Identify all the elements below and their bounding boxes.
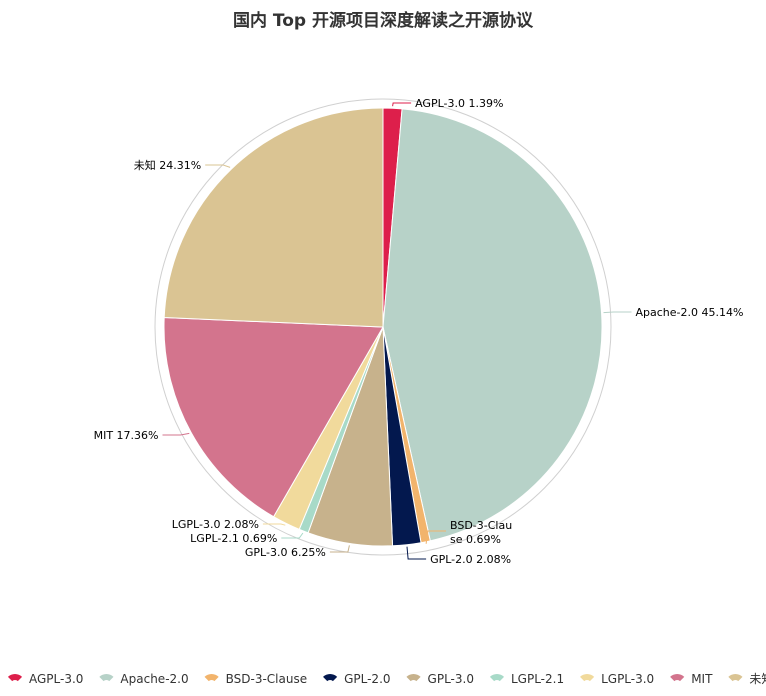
slice-label-agpl-3-0: AGPL-3.0 1.39% (415, 97, 503, 110)
legend-label-bsd-3-clause: BSD-3-Clause (226, 672, 307, 686)
slice-labels: AGPL-3.0 1.39% Apache-2.0 45.14% BSD-3-Cla… (94, 97, 744, 566)
legend-label-unknown: 未知 (749, 672, 766, 686)
slice-label-gpl-3-0: GPL-3.0 6.25% (245, 546, 326, 559)
slice-label-lgpl-2-1: LGPL-2.1 0.69% (190, 532, 277, 545)
legend-item-lgpl-2-1[interactable]: LGPL-2.1 (489, 672, 564, 686)
legend-label-agpl-3-0: AGPL-3.0 (29, 672, 83, 686)
leader-line-gpl-3-0 (329, 545, 350, 553)
pie-slice-unknown[interactable] (163, 107, 384, 328)
legend-item-unknown[interactable]: 未知 (728, 672, 766, 686)
legend-swatch-apache-2-0 (99, 674, 114, 682)
legend-item-mit[interactable]: MIT (670, 672, 713, 686)
leader-line-agpl-3-0 (392, 102, 412, 107)
leader-line-bsd-3-clause (425, 530, 446, 544)
leader-line-lgpl-2-1 (281, 532, 304, 539)
pie-slices (163, 107, 603, 547)
legend-label-lgpl-3-0: LGPL-3.0 (601, 672, 654, 686)
pie-outer-ring (154, 98, 612, 556)
legend-item-apache-2-0[interactable]: Apache-2.0 (99, 672, 189, 686)
legend-swatch-mit (670, 674, 685, 682)
legend-swatch-agpl-3-0 (7, 674, 23, 682)
legend-label-lgpl-2-1: LGPL-2.1 (511, 672, 564, 686)
legend-swatch-lgpl-2-1 (489, 674, 505, 682)
slice-label-gpl-2-0: GPL-2.0 2.08% (430, 553, 511, 566)
leader-line-mit (162, 432, 190, 436)
legend-item-gpl-3-0[interactable]: GPL-3.0 (406, 672, 474, 686)
slice-label-bsd-3-clause: BSD-3-Clau se 0.69% (450, 519, 512, 546)
legend-swatch-gpl-2-0 (323, 674, 338, 682)
leader-line-unknown (205, 164, 231, 168)
legend-item-lgpl-3-0[interactable]: LGPL-3.0 (580, 672, 654, 686)
legend-item-gpl-2-0[interactable]: GPL-2.0 (323, 672, 391, 686)
slice-label-apache-2-0: Apache-2.0 45.14% (636, 306, 744, 319)
legend-swatch-gpl-3-0 (406, 674, 421, 682)
legend-label-apache-2-0: Apache-2.0 (120, 672, 188, 686)
slice-label-mit: MIT 17.36% (94, 429, 159, 442)
leader-line-apache-2-0 (603, 311, 632, 314)
legend-item-bsd-3-clause[interactable]: BSD-3-Clause (204, 672, 308, 686)
slice-label-lgpl-3-0: LGPL-3.0 2.08% (172, 518, 259, 531)
legend-swatch-bsd-3-clause (204, 674, 219, 682)
legend-label-gpl-2-0: GPL-2.0 (344, 672, 390, 686)
legend[interactable]: AGPL-3.0 Apache-2.0 BSD-3-Clause GPL-2.0 GPL… (7, 672, 766, 686)
pie-slice-apache-2-0[interactable] (382, 108, 603, 542)
leader-line-gpl-2-0 (406, 546, 427, 560)
leader-line-lgpl-3-0 (262, 523, 286, 526)
chart-title: 国内 Top 开源项目深度解读之开源协议 (233, 10, 534, 31)
legend-swatch-lgpl-3-0 (580, 674, 595, 682)
legend-label-gpl-3-0: GPL-3.0 (428, 672, 474, 686)
pie-slice-mit[interactable] (163, 317, 384, 518)
legend-item-agpl-3-0[interactable]: AGPL-3.0 (7, 672, 83, 686)
slice-label-unknown: 未知 24.31% (134, 158, 201, 172)
legend-label-mit: MIT (691, 672, 713, 686)
label-leader-lines (162, 102, 632, 560)
legend-swatch-unknown (728, 674, 743, 682)
